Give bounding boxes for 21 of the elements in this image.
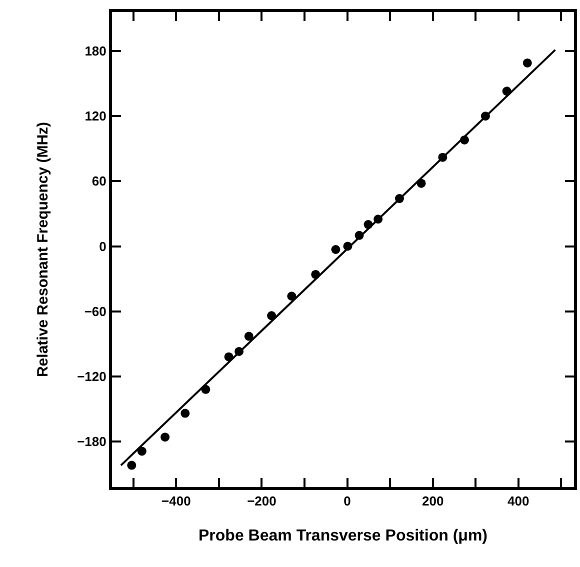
point bbox=[244, 332, 254, 341]
x-tick-label: −400 bbox=[162, 494, 191, 509]
x-tick-label: 400 bbox=[508, 494, 530, 509]
point bbox=[331, 245, 340, 254]
y-tick-label: 0 bbox=[99, 238, 106, 254]
y-tick-label: 60 bbox=[92, 174, 106, 189]
point bbox=[137, 446, 146, 456]
y-axis-title: Relative Resonant Frequency (MHz) bbox=[34, 122, 52, 378]
y-tick-label: −180 bbox=[77, 434, 106, 449]
point bbox=[127, 460, 136, 470]
x-tick-label: 200 bbox=[422, 494, 444, 509]
y-tick-label: −120 bbox=[77, 368, 106, 384]
point bbox=[180, 408, 190, 418]
y-tick-label: 180 bbox=[84, 44, 106, 59]
x-axis-title: Probe Beam Transverse Position (μm) bbox=[198, 527, 488, 544]
point bbox=[160, 432, 170, 442]
y-tick-label: 120 bbox=[84, 108, 106, 124]
point bbox=[522, 58, 532, 68]
x-tick-label: −200 bbox=[247, 494, 276, 509]
y-tick-label: −60 bbox=[84, 304, 106, 319]
x-tick-label: 0 bbox=[344, 494, 351, 509]
